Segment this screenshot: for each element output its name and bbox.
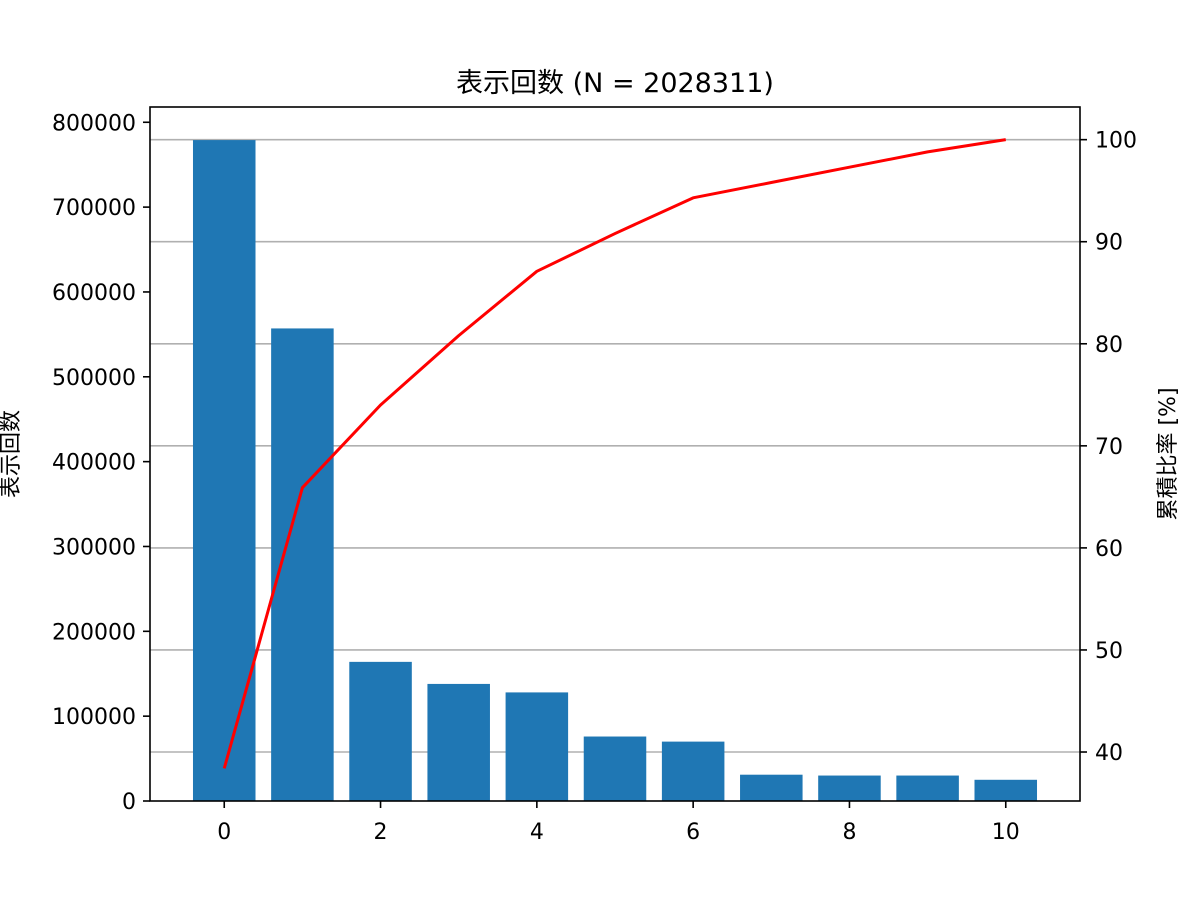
chart-title: 表示回数 (N = 2028311) [456, 68, 774, 99]
x-tick-label-2: 4 [530, 820, 544, 845]
y2-axis-ticks: 40 50 60 70 80 90 100 [1080, 129, 1137, 766]
x-tick-label-1: 2 [374, 820, 388, 845]
y-tick-label-1: 100000 [52, 705, 136, 730]
cumulative-line-series [222, 138, 1006, 769]
x-tick-label-5: 10 [992, 820, 1020, 845]
y2-axis-label: 累積比率 [%] [1156, 387, 1181, 520]
bar-2 [349, 661, 412, 801]
bar-10 [974, 779, 1038, 801]
y2-tick-label-0: 40 [1095, 741, 1123, 766]
y-tick-label-4: 400000 [52, 451, 136, 476]
y2-tick-label-6: 100 [1095, 129, 1137, 154]
x-tick-label-4: 8 [842, 820, 856, 845]
x-tick-label-0: 0 [217, 820, 231, 845]
y-tick-label-5: 500000 [52, 366, 136, 391]
y-tick-label-3: 300000 [52, 535, 136, 560]
bar-7 [740, 774, 803, 801]
y-tick-label-7: 700000 [52, 196, 136, 221]
y2-tick-label-5: 90 [1095, 231, 1123, 256]
y-tick-label-6: 600000 [52, 281, 136, 306]
x-tick-label-3: 6 [686, 820, 700, 845]
x-axis-ticks: 0 2 4 6 8 10 [217, 801, 1020, 845]
bar-0 [192, 140, 256, 801]
y2-tick-label-4: 80 [1095, 333, 1123, 358]
y-tick-label-8: 800000 [52, 111, 136, 136]
bar-5 [583, 736, 647, 801]
y-tick-label-0: 0 [122, 790, 136, 815]
bar-3 [427, 683, 490, 801]
bar-6 [661, 741, 725, 801]
y-axis-label: 表示回数 [0, 410, 24, 498]
bar-8 [818, 775, 881, 801]
bar-4 [505, 692, 569, 801]
y2-tick-label-2: 60 [1095, 537, 1123, 562]
y2-tick-label-1: 50 [1095, 639, 1123, 664]
y-tick-label-2: 200000 [52, 620, 136, 645]
bar-9 [896, 775, 959, 801]
plot-frame [149, 106, 1081, 802]
y-axis-ticks: 0 100000 200000 300000 400000 500000 600000 700… [52, 111, 150, 815]
cumulative-line [222, 138, 1006, 769]
y2-tick-label-3: 70 [1095, 435, 1123, 460]
